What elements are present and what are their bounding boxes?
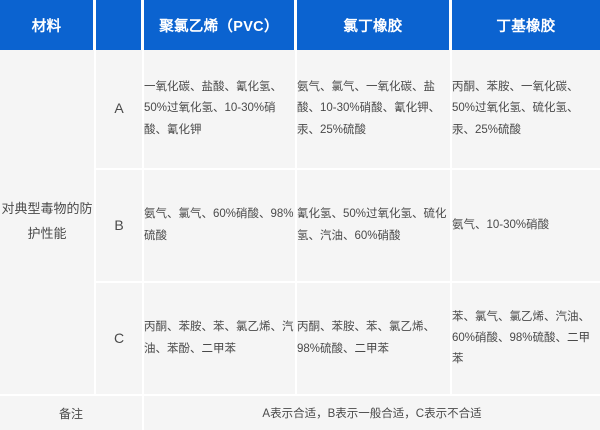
header-column-butyl: 丁基橡胶 xyxy=(452,0,600,50)
header-column-neoprene: 氯丁橡胶 xyxy=(297,0,452,50)
cell-c-neoprene: 丙酮、苯胺、苯、氯乙烯、98%硫酸、二甲苯 xyxy=(297,283,452,396)
cell-c-pvc: 丙酮、苯胺、苯、氯乙烯、汽油、苯酚、二甲苯 xyxy=(144,283,297,396)
table-row-c: C 丙酮、苯胺、苯、氯乙烯、汽油、苯酚、二甲苯 丙酮、苯胺、苯、氯乙烯、98%硫… xyxy=(0,283,600,396)
header-grade-blank xyxy=(96,0,144,50)
note-text: A表示合适，B表示一般合适，C表示不合适 xyxy=(144,396,600,430)
row-group-label: 对典型毒物的防护性能 xyxy=(0,50,96,396)
cell-b-butyl: 氨气、10-30%硝酸 xyxy=(452,170,600,283)
cell-a-neoprene: 氨气、氯气、一氧化碳、盐酸、10-30%硝酸、氰化钾、汞、25%硫酸 xyxy=(297,50,452,170)
table-row-b: B 氨气、氯气、60%硝酸、98%硫酸 氰化氢、50%过氧化氢、硫化氢、汽油、6… xyxy=(0,170,600,283)
cell-a-pvc: 一氧化碳、盐酸、氰化氢、50%过氧化氢、10-30%硝酸、氰化钾 xyxy=(144,50,297,170)
table-header: 材料 聚氯乙烯（PVC） 氯丁橡胶 丁基橡胶 xyxy=(0,0,600,50)
header-material: 材料 xyxy=(0,0,96,50)
cell-b-pvc: 氨气、氯气、60%硝酸、98%硫酸 xyxy=(144,170,297,283)
header-row: 材料 聚氯乙烯（PVC） 氯丁橡胶 丁基橡胶 xyxy=(0,0,600,50)
cell-c-butyl: 苯、氯气、氯乙烯、汽油、60%硝酸、98%硫酸、二甲苯 xyxy=(452,283,600,396)
table-body: 对典型毒物的防护性能 A 一氧化碳、盐酸、氰化氢、50%过氧化氢、10-30%硝… xyxy=(0,50,600,430)
table-row-a: 对典型毒物的防护性能 A 一氧化碳、盐酸、氰化氢、50%过氧化氢、10-30%硝… xyxy=(0,50,600,396)
cell-a-butyl: 丙酮、苯胺、一氧化碳、50%过氧化氢、硫化氢、汞、25%硫酸 xyxy=(452,50,600,170)
cell-b-neoprene: 氰化氢、50%过氧化氢、硫化氢、汽油、60%硝酸 xyxy=(297,170,452,283)
grade-cell-b: B xyxy=(96,170,144,283)
grade-cell-c: C xyxy=(96,283,144,396)
note-label: 备注 xyxy=(0,396,144,430)
grade-cell-a: A xyxy=(96,50,144,170)
header-column-pvc: 聚氯乙烯（PVC） xyxy=(144,0,297,50)
note-row: 备注 A表示合适，B表示一般合适，C表示不合适 xyxy=(0,396,600,430)
